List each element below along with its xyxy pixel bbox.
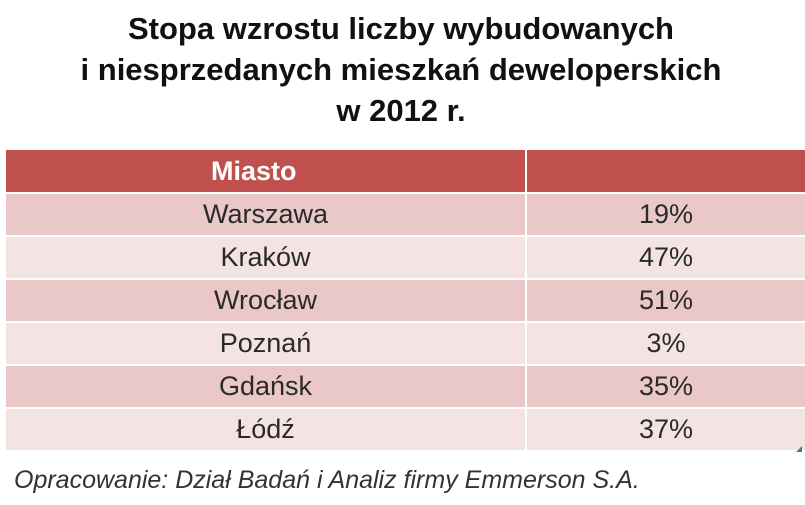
value-cell: 37%	[526, 407, 805, 450]
value-cell: 51%	[526, 278, 805, 322]
city-cell: Poznań	[6, 321, 527, 365]
table-row: Poznań 3%	[6, 321, 805, 365]
value-cell: 3%	[526, 321, 805, 365]
table-header-row: Miasto	[6, 150, 805, 193]
table-row: Łódź 37%	[6, 407, 805, 450]
city-cell: Łódź	[6, 407, 527, 450]
table-row: Gdańsk 35%	[6, 364, 805, 408]
table-row: Kraków 47%	[6, 235, 805, 279]
table-resize-handle-icon	[796, 446, 802, 452]
table-row: Warszawa 19%	[6, 192, 805, 236]
column-header-value	[526, 150, 805, 193]
city-cell: Kraków	[6, 235, 527, 279]
city-cell: Gdańsk	[6, 364, 527, 408]
source-note: Opracowanie: Dział Badań i Analiz firmy …	[14, 466, 640, 494]
value-cell: 19%	[526, 192, 805, 236]
column-header-city: Miasto	[6, 150, 527, 193]
title-line-1: Stopa wzrostu liczby wybudowanych	[127, 11, 674, 46]
title-line-3: w 2012 r.	[336, 93, 466, 128]
table-row: Wrocław 51%	[6, 278, 805, 322]
value-cell: 47%	[526, 235, 805, 279]
title-line-2: i niesprzedanych mieszkań deweloperskich	[80, 52, 722, 87]
value-cell: 35%	[526, 364, 805, 408]
growth-rate-table: Miasto Warszawa 19% Kraków 47% Wrocław 5…	[6, 150, 805, 450]
page-title: Stopa wzrostu liczby wybudowanych i nies…	[6, 8, 796, 131]
city-cell: Wrocław	[6, 278, 527, 322]
city-cell: Warszawa	[6, 192, 527, 236]
